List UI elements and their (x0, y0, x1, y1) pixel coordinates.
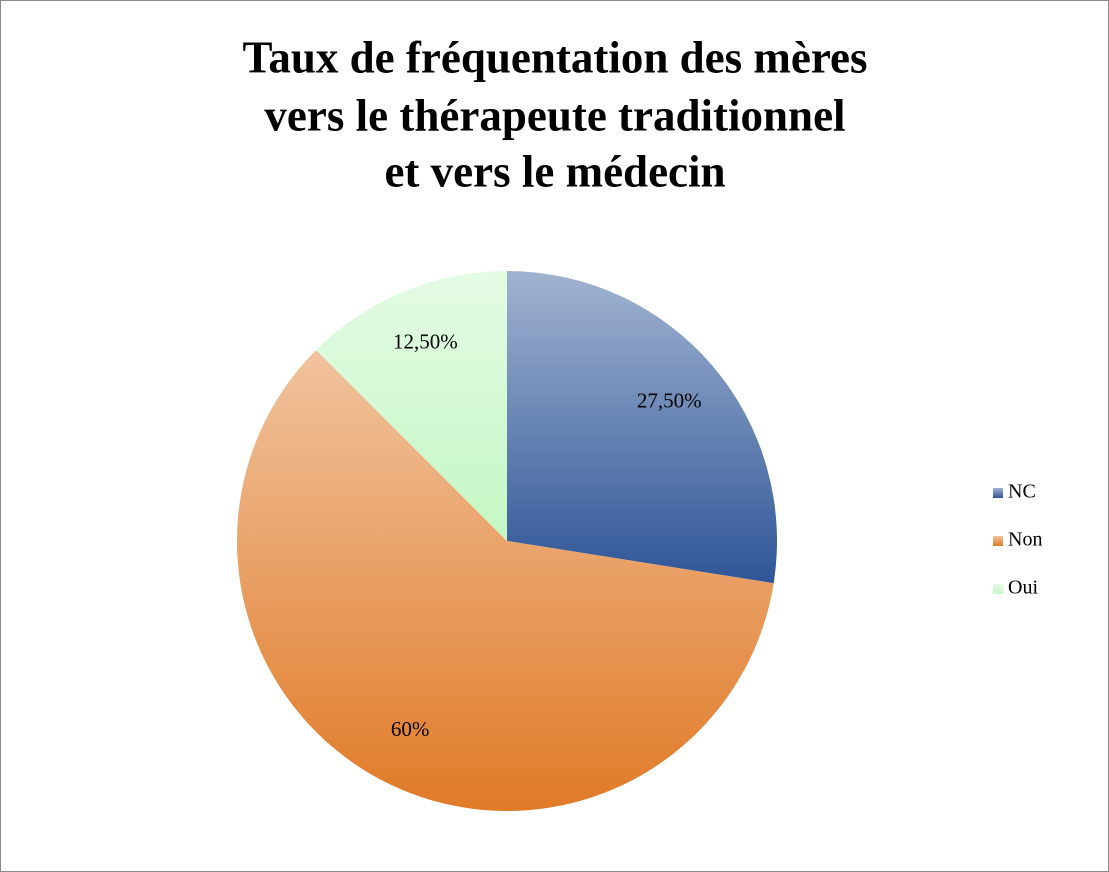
legend-swatch (993, 536, 1003, 546)
data-label: 27,50% (637, 388, 702, 412)
chart-title: vers le thérapeute traditionnel (264, 90, 845, 140)
legend-label: Oui (1008, 577, 1038, 599)
legend-label: Non (1008, 529, 1042, 551)
pie-slice (507, 271, 777, 584)
chart-title: Taux de fréquentation des mères (242, 32, 867, 82)
legend-label: NC (1008, 481, 1036, 503)
pie-slice (237, 350, 774, 812)
legend-swatch (993, 584, 1003, 594)
data-label: 60% (391, 717, 430, 741)
legend-swatch (993, 488, 1003, 498)
pie-slice (316, 271, 507, 541)
chart-title: et vers le médecin (384, 146, 725, 196)
data-label: 12,50% (393, 330, 458, 354)
